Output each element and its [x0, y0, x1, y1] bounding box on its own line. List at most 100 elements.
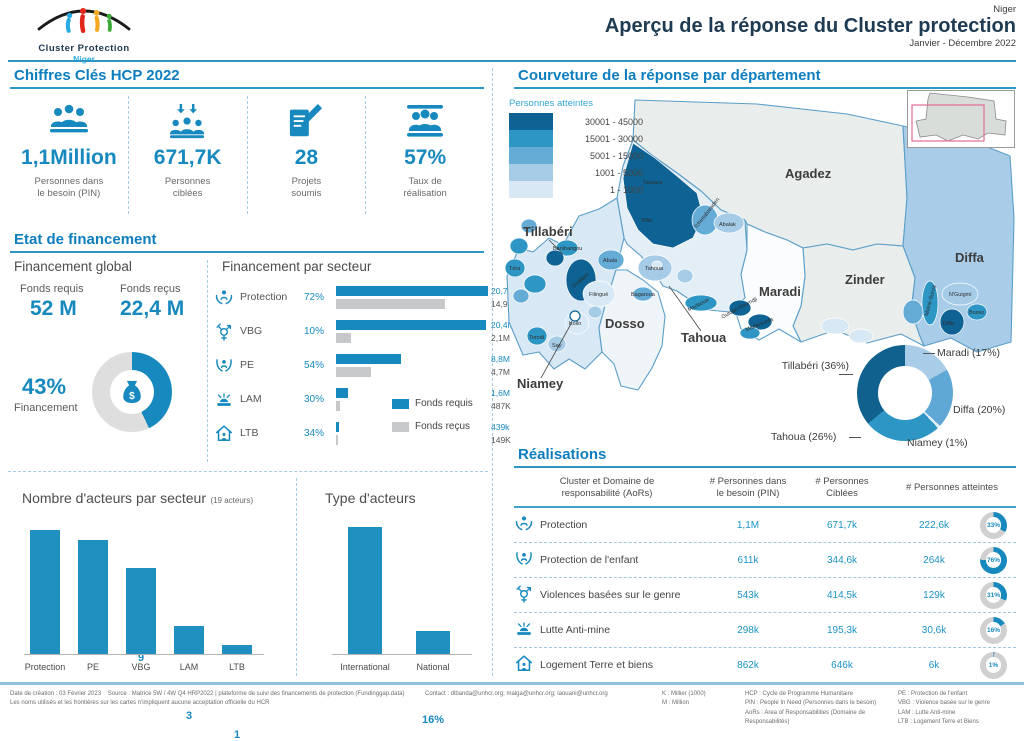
department-label: Tillia	[641, 218, 653, 224]
map-legend-item: 30001 - 45000	[509, 113, 643, 130]
table-header-rule	[514, 506, 1016, 508]
sector-row-pe: PE 54% 8,8M 4,7M	[212, 348, 510, 382]
row-label: Violences basées sur le genre	[540, 589, 681, 601]
funding-pct: 43%	[22, 374, 67, 399]
department-label: Bosso	[969, 310, 984, 316]
svg-text:$: $	[129, 391, 135, 402]
actors-chart-title-row: Nombre d'acteurs par secteur (19 acteurs…	[22, 490, 253, 508]
kpi-projects: 28 Projets soumis	[248, 96, 366, 224]
footer-divider	[0, 682, 1024, 685]
region-label: Dosso	[605, 316, 645, 331]
required-bar	[336, 319, 486, 330]
map-legend-item: 5001 - 15000	[509, 147, 643, 164]
region-label: Maradi	[759, 284, 801, 299]
required-bar	[336, 353, 401, 364]
map-underline	[514, 87, 1016, 89]
kpi-people-in-need: 1,1Million Personnes dans le besoin (PIN…	[10, 96, 128, 224]
department-label: Abala	[603, 258, 618, 264]
targeted-value: 344,6k	[826, 554, 858, 566]
document-header: Niger Aperçu de la réponse du Cluster pr…	[605, 4, 1016, 49]
received-bar	[336, 400, 340, 411]
legend-label: Fonds requis	[415, 398, 473, 409]
bar-international	[348, 527, 382, 655]
niamey-area	[569, 310, 581, 322]
kpi-people-targeted: 671,7K Personnes ciblées	[129, 96, 247, 224]
sector-label: LAM	[240, 393, 262, 405]
kpi-label: Personnes ciblées	[164, 176, 211, 200]
funding-panel-divider	[207, 260, 208, 462]
bar-category: LAM	[179, 662, 199, 672]
received-bar	[336, 366, 371, 377]
department-label: Banibangou	[553, 246, 582, 252]
required-bar	[336, 421, 340, 432]
sector-funded-pct: 72%	[304, 291, 325, 303]
funding-legend: Fonds requis Fonds reçus	[392, 398, 473, 432]
bar-protection	[30, 530, 60, 655]
region-label: Agadez	[785, 166, 832, 181]
protection-icon	[212, 287, 236, 307]
footer-date: Date de création : 03 Février 2023	[10, 691, 102, 697]
map-legend-title: Personnes atteintes	[509, 98, 593, 109]
map-legend: Personnes atteintes 30001 - 45000 15001 …	[509, 98, 643, 198]
reached-pct-donut: 76%	[980, 546, 1007, 574]
row-label: Protection de l'enfant	[540, 554, 639, 566]
reached-pct: 76%	[986, 556, 1000, 564]
funding-sector-title: Financement par secteur	[222, 259, 372, 274]
page-title: Aperçu de la réponse du Cluster protecti…	[604, 15, 1016, 37]
legend-range: 30001 - 45000	[584, 116, 643, 127]
funding-global-title: Financement global	[14, 259, 132, 274]
housing-icon	[514, 653, 540, 678]
people-in-need-icon	[49, 104, 88, 133]
legend-swatch	[509, 164, 553, 181]
achievements-underline	[514, 466, 1016, 468]
table-row-housing: Logement Terre et biens 862k 646k 6k 1%	[514, 648, 1016, 682]
sector-funded-pct: 54%	[304, 359, 325, 371]
reached-value: 30,6k	[921, 624, 947, 636]
required-value: 20,4M	[491, 319, 515, 330]
legend-swatch	[509, 181, 553, 198]
table-row-protection: Protection 1,1M 671,7k 222,6k 33%	[514, 508, 1016, 543]
department-label: Abalak	[719, 222, 736, 228]
received-value: 14,9M	[491, 298, 515, 309]
department-label: Tassara	[643, 180, 663, 186]
left-bottom-divider	[8, 471, 488, 472]
x-axis	[24, 654, 264, 655]
row-label: Protection	[540, 519, 588, 531]
funding-pct-label: Financement	[14, 402, 78, 414]
department-label: Tahoua	[645, 266, 664, 272]
bar-value: 3	[185, 710, 193, 722]
sector-label: PE	[240, 359, 255, 371]
infographic-page: { "header": { "logo_title": "Cluster Pro…	[0, 4, 1024, 741]
kpi-value: 28	[294, 146, 319, 169]
reached-pct-donut: 1%	[980, 651, 1007, 679]
kpi-completion-rate: 57% Taux de réalisation	[366, 96, 484, 224]
required-bar	[336, 387, 348, 398]
bar-category: LTB	[229, 662, 245, 672]
donut-label-diffa: Diffa (20%)	[953, 404, 1006, 416]
child-protection-icon	[212, 355, 236, 375]
funds-received-label: Fonds reçus	[120, 283, 181, 295]
department-label: Kollo	[569, 321, 581, 327]
pin-value: 1,1M	[736, 519, 760, 531]
funds-received-value: 22,4 M	[120, 297, 185, 320]
received-bar	[336, 332, 352, 343]
legend-swatch	[392, 421, 409, 432]
footer-abbreviations-left: HCP : Cycle de Programme Humanitaire PIN…	[745, 691, 877, 725]
child-protection-icon	[514, 548, 540, 573]
legend-swatch	[509, 130, 553, 147]
region-label: Tillabéri	[523, 224, 573, 239]
bar-lam	[174, 626, 204, 655]
actors-chart-subtitle: (19 acteurs)	[210, 496, 254, 505]
received-bar	[336, 434, 338, 445]
column-header: Cluster et Domaine de responsabilité (Ao…	[559, 475, 655, 499]
kpi-divider	[365, 96, 367, 214]
funding-global-donut: $	[92, 352, 172, 432]
bar-value: 9	[137, 652, 145, 664]
actors-panel-divider	[296, 478, 297, 676]
sector-funded-pct: 30%	[304, 393, 325, 405]
required-value: 439k	[491, 421, 510, 432]
funding-underline	[10, 251, 484, 253]
bar-national	[416, 631, 450, 655]
completion-rate-icon	[407, 105, 444, 137]
section-title-map: Courveture de la réponse par département	[518, 67, 821, 84]
